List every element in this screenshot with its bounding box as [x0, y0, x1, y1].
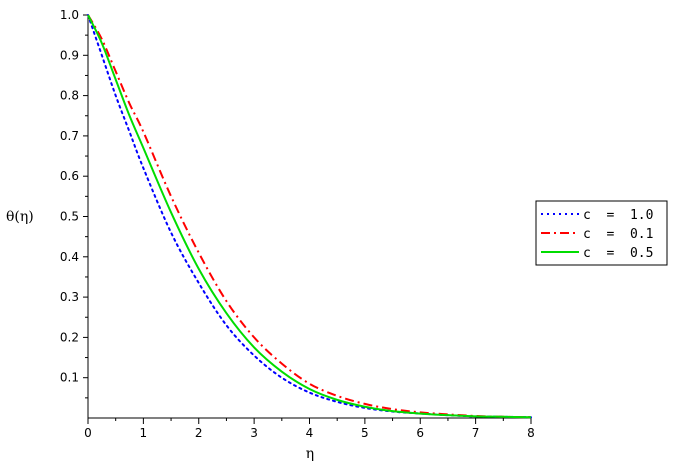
legend-entry: c = 0.1: [583, 227, 653, 242]
series-line-2: [87, 14, 532, 419]
x-tick-label: 7: [472, 426, 480, 440]
x-tick-label: 8: [527, 426, 535, 440]
legend: c = 1.0 c = 0.1 c = 0.5: [535, 200, 668, 266]
ticks: 0 1 2 3 4 5 6 7 8 0.1 0.2 0.3 0.4 0.5 0.6 0.7 0.8 0.9 1.0: [60, 8, 535, 440]
x-tick-label: 4: [306, 426, 314, 440]
series-line-3: [87, 14, 532, 419]
legend-entry: c = 1.0: [583, 208, 653, 223]
series-line-1: [87, 14, 532, 419]
x-tick-label: 0: [84, 426, 92, 440]
y-tick-label: 0.4: [60, 250, 79, 264]
legend-box: [535, 200, 668, 266]
series-group: [87, 14, 532, 419]
legend-entry: c = 0.5: [583, 246, 653, 261]
y-tick-label: 1.0: [60, 8, 79, 22]
y-tick-label: 0.3: [60, 290, 79, 304]
x-tick-label: 3: [250, 426, 258, 440]
y-tick-label: 0.2: [60, 330, 79, 344]
x-tick-label: 6: [416, 426, 424, 440]
y-tick-label: 0.8: [60, 89, 79, 103]
y-tick-label: 0.6: [60, 169, 79, 183]
axes: [87, 15, 531, 419]
y-tick-label: 0.7: [60, 129, 79, 143]
x-axis-label: η: [306, 446, 314, 462]
x-tick-label: 2: [195, 426, 203, 440]
y-tick-label: 0.1: [60, 371, 79, 385]
y-axis-label: θ(η): [6, 209, 34, 225]
y-tick-label: 0.5: [60, 210, 79, 224]
x-tick-label: 1: [140, 426, 148, 440]
y-tick-label: 0.9: [60, 48, 79, 62]
x-tick-label: 5: [361, 426, 369, 440]
